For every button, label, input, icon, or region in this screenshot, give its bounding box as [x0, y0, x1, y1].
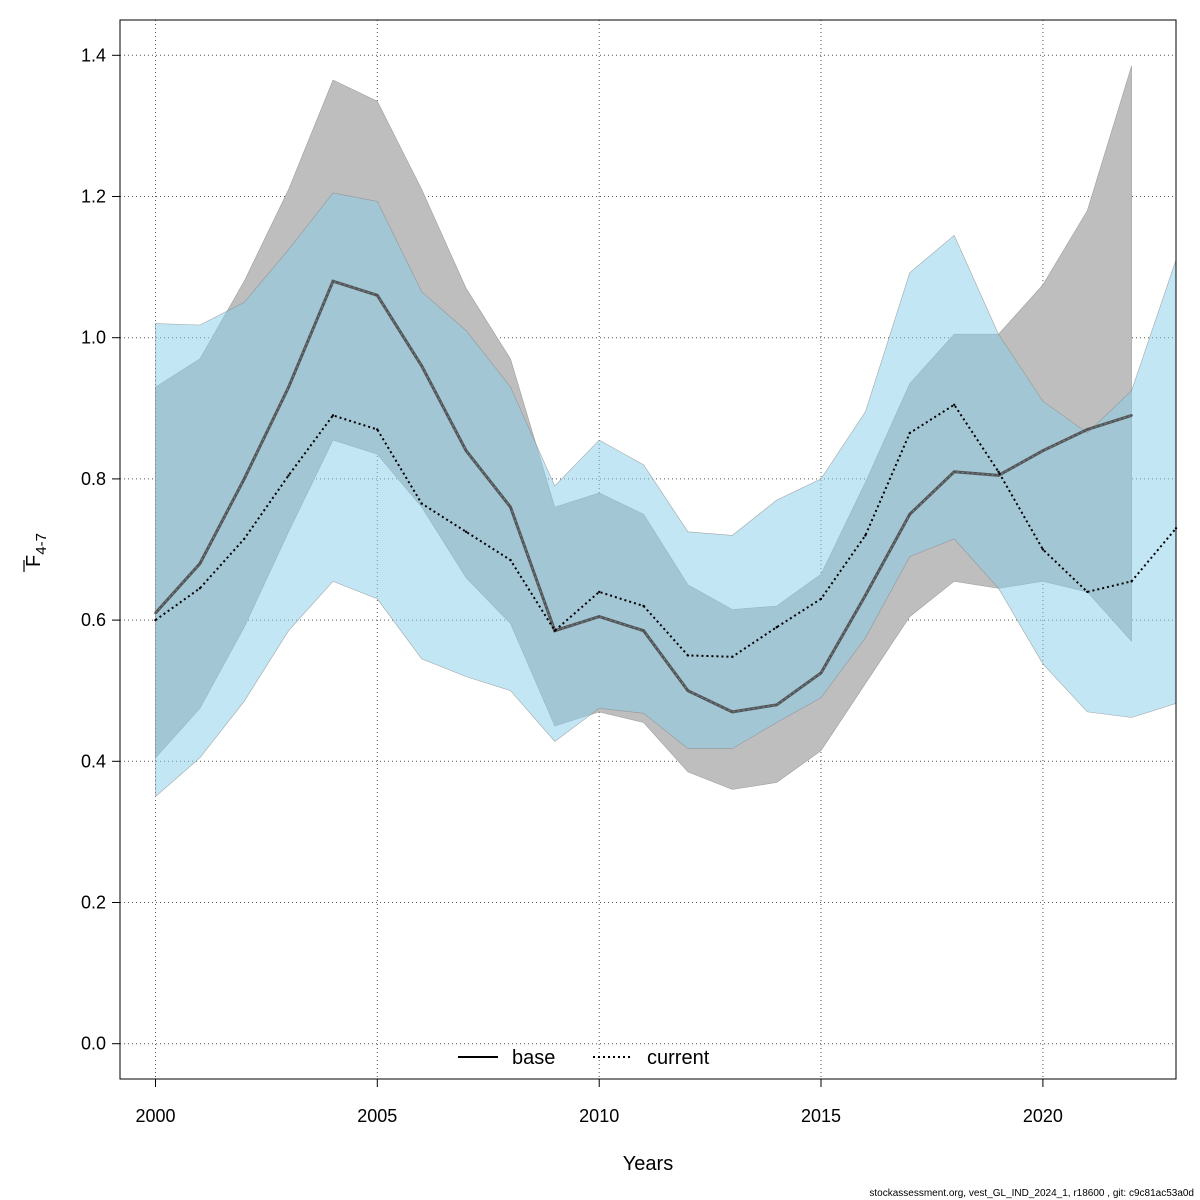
y-tick-label: 0.6 [81, 610, 106, 630]
point-current [908, 431, 911, 435]
point-base [953, 470, 956, 473]
point-base [1086, 428, 1089, 431]
plot-frame [119, 19, 1177, 1080]
point-current [287, 474, 290, 477]
point-base [1041, 449, 1045, 452]
x-tick-label: 2010 [579, 1106, 619, 1126]
y-tick-label: 1.0 [81, 328, 106, 348]
y-axis-title-sub: 4-7 [33, 533, 50, 555]
point-base [420, 364, 423, 368]
y-axis: 0.0 0.2 0.4 0.6 0.8 1.0 1.2 1.4 [81, 45, 120, 1054]
y-tick-label: 1.4 [81, 45, 106, 65]
svg-text:F4-7: F4-7 [23, 533, 50, 567]
point-current [598, 590, 601, 594]
point-base [154, 611, 157, 615]
point-current [553, 629, 556, 632]
y-axis-title: F4-7 [23, 533, 50, 572]
y-axis-title-main: F [23, 555, 45, 567]
point-base [287, 385, 290, 389]
point-current [731, 655, 734, 658]
point-current [953, 403, 956, 406]
y-tick-label: 0.8 [81, 469, 106, 489]
point-base [819, 671, 823, 675]
x-axis: 2000 2005 2010 2015 2020 [135, 1079, 1063, 1126]
point-current [686, 654, 690, 657]
x-tick-label: 2020 [1023, 1106, 1063, 1126]
point-current [331, 414, 335, 417]
legend-label-current: current [647, 1047, 710, 1069]
point-base [464, 449, 468, 452]
point-current [1086, 590, 1089, 594]
footer-note: stockassessment.org, vest_GL_IND_2024_1,… [869, 1188, 1194, 1199]
point-current [420, 502, 423, 505]
x-tick-label: 2005 [357, 1106, 397, 1126]
point-current [775, 626, 778, 629]
confidence-bands [155, 65, 1177, 798]
point-base [243, 477, 246, 481]
point-current [864, 534, 867, 537]
point-current [464, 530, 468, 533]
point-base [642, 629, 645, 632]
legend: base current [458, 1047, 710, 1069]
point-base [908, 513, 911, 516]
point-current [1130, 580, 1133, 583]
y-tick-label: 0.4 [81, 751, 106, 771]
point-base [686, 689, 690, 692]
point-current [1041, 548, 1045, 551]
point-current [509, 558, 512, 562]
point-current [376, 428, 379, 431]
x-tick-label: 2000 [135, 1106, 175, 1126]
band-current [155, 192, 1177, 798]
x-tick-label: 2015 [801, 1106, 841, 1126]
line-current [154, 403, 1177, 658]
point-base [1130, 414, 1133, 417]
point-base [864, 594, 867, 597]
x-axis-title: Years [623, 1153, 673, 1175]
point-current [154, 618, 157, 622]
point-current [243, 537, 246, 541]
point-base [331, 280, 335, 283]
point-base [598, 615, 601, 618]
point-base [731, 710, 734, 714]
y-tick-label: 0.2 [81, 893, 106, 913]
point-current [198, 587, 202, 590]
point-current [642, 604, 645, 608]
point-base [376, 294, 379, 297]
series-lines [154, 279, 1178, 714]
point-current [997, 470, 1000, 473]
point-base [509, 505, 512, 509]
legend-label-base: base [512, 1047, 555, 1069]
point-base [775, 703, 778, 706]
point-current [819, 597, 823, 601]
y-tick-label: 0.0 [81, 1034, 106, 1054]
y-tick-label: 1.2 [81, 187, 106, 207]
point-base [198, 562, 202, 565]
